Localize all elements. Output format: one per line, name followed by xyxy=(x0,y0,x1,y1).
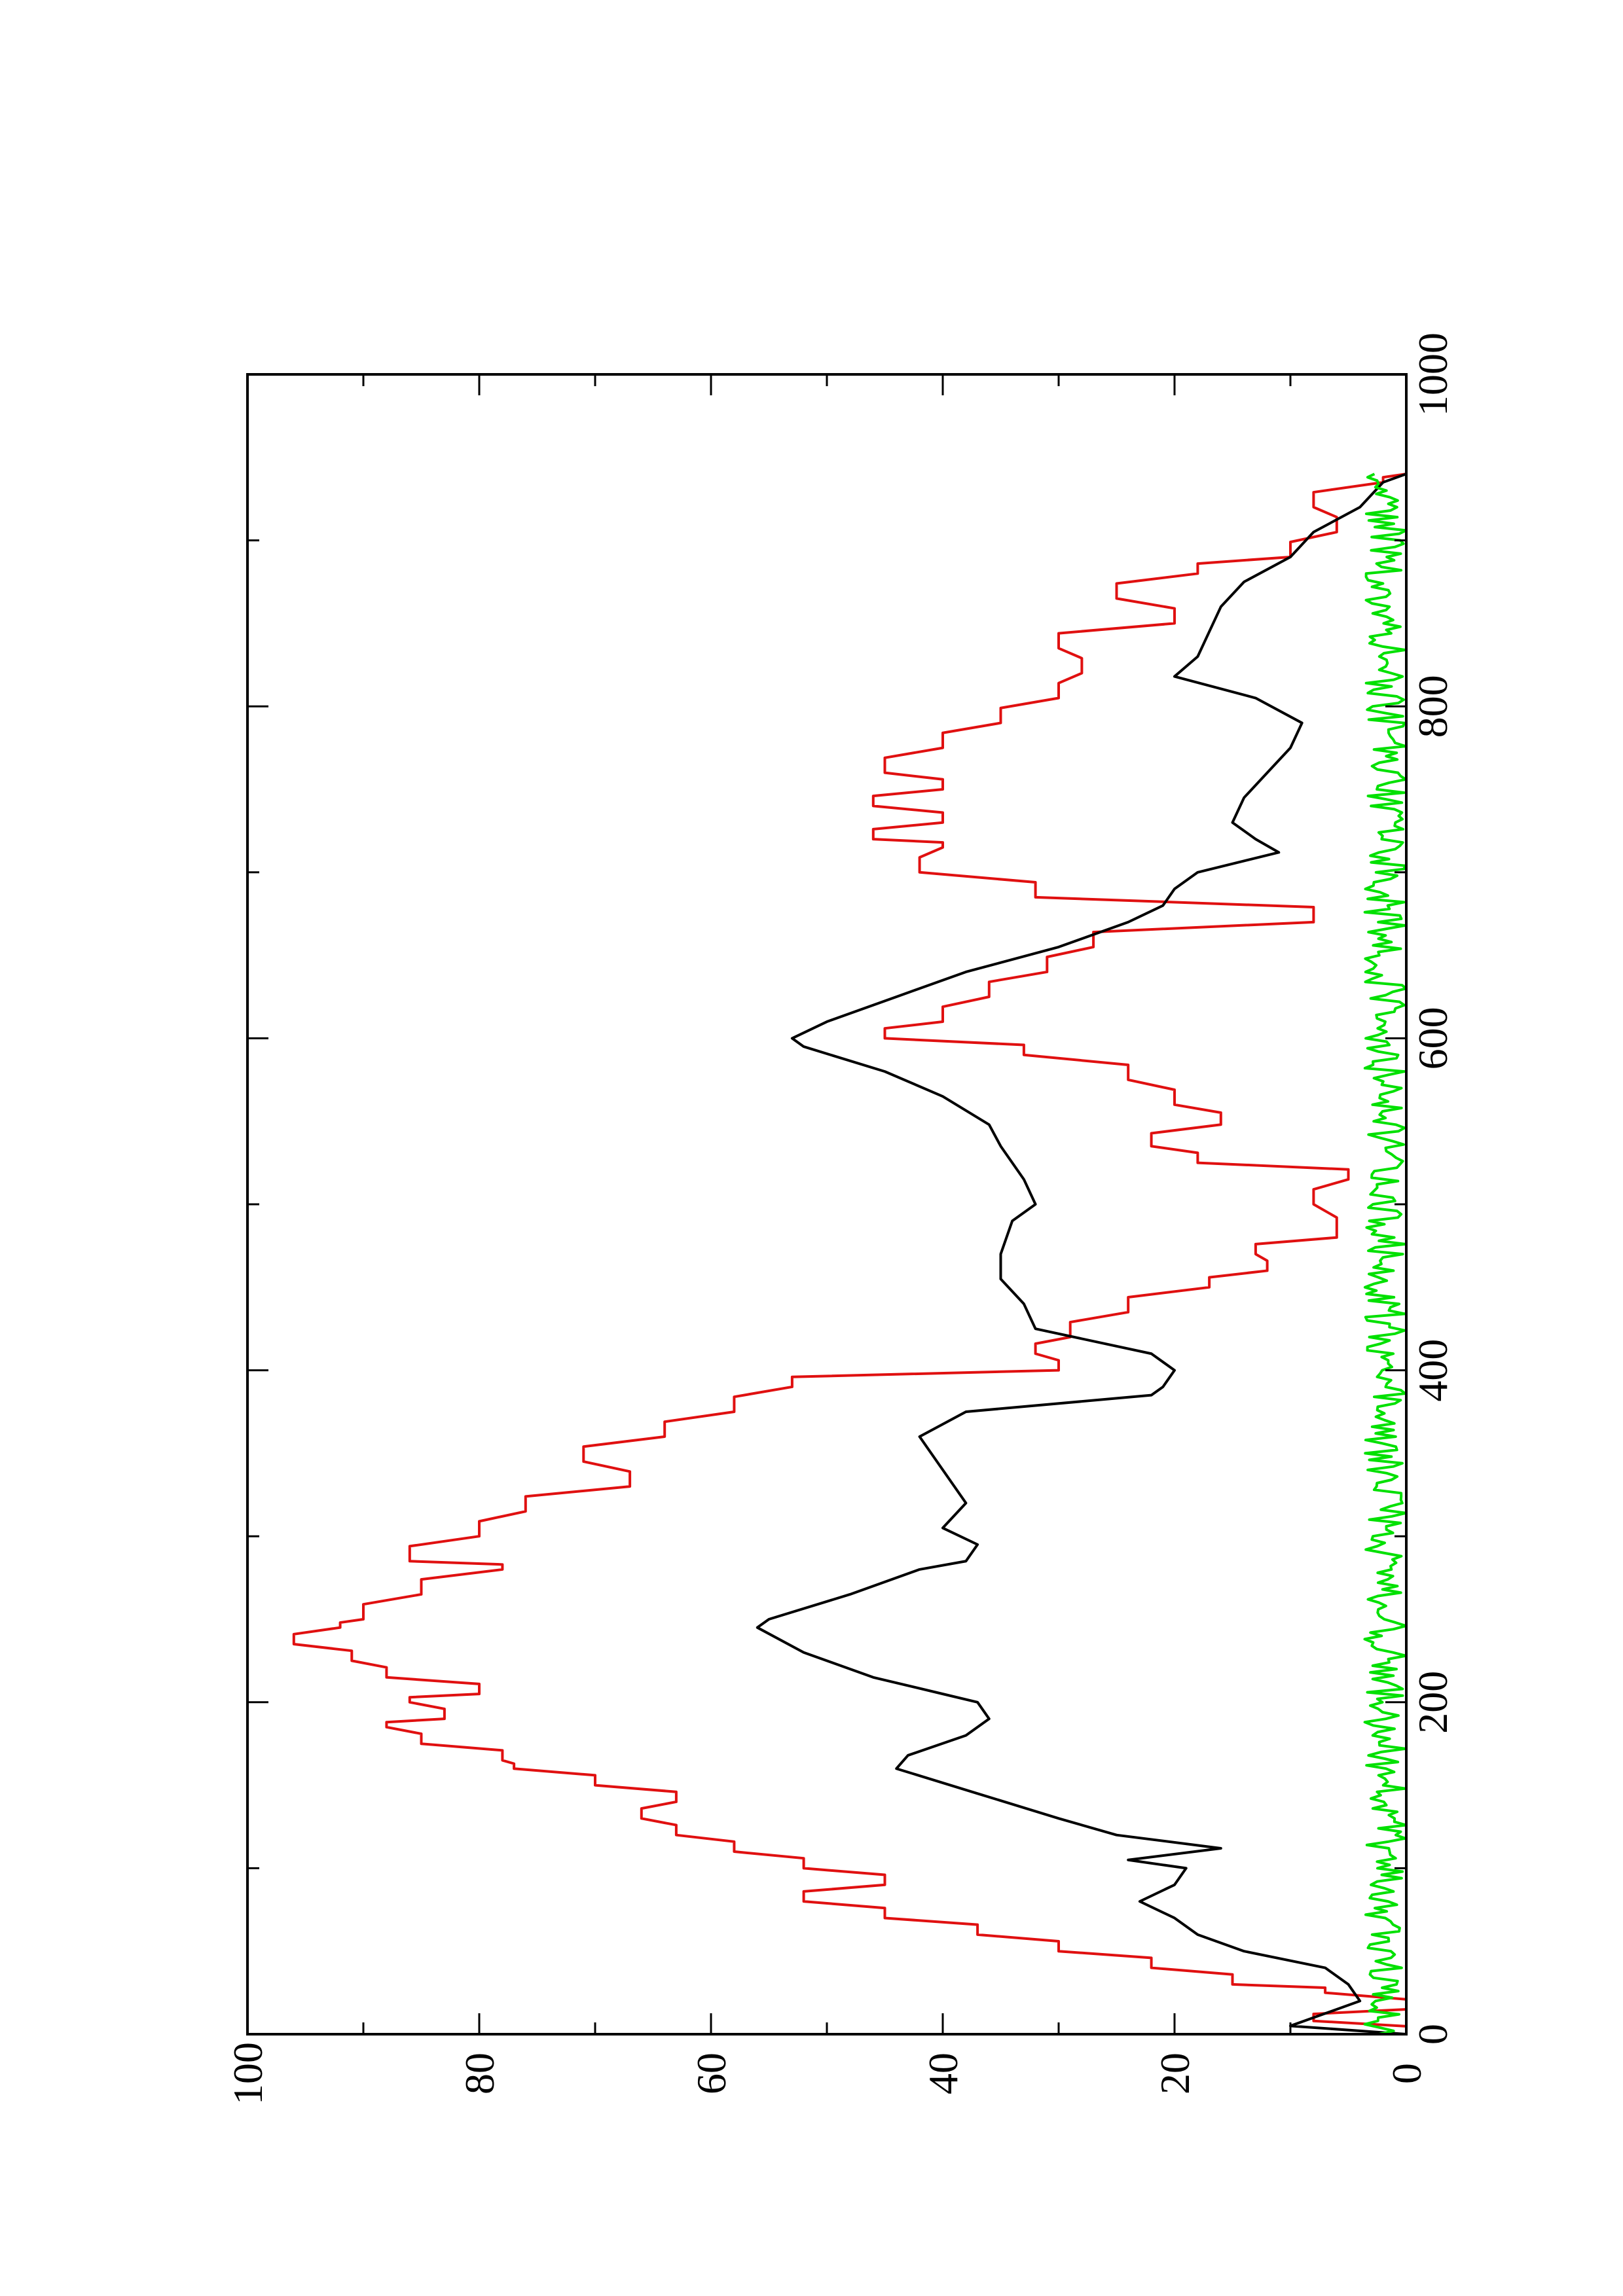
y-tick-label: 60 xyxy=(688,2053,735,2094)
plot-area xyxy=(292,473,1408,2036)
y-tick-label: 20 xyxy=(1152,2053,1198,2094)
series-line-red xyxy=(292,473,1408,2034)
y-tick-label: 100 xyxy=(225,2042,271,2105)
x-tick-label: 1000 xyxy=(1410,332,1456,416)
series-line-black xyxy=(756,473,1407,2036)
x-tick-label: 600 xyxy=(1410,1007,1456,1069)
x-tick-label: 800 xyxy=(1410,675,1456,738)
axis-tick-labels: 0 200 400 600 800 1000 0 20 40 60 80 100 xyxy=(225,332,1456,2105)
y-tick-label: 80 xyxy=(456,2053,503,2094)
y-tick-label: 40 xyxy=(920,2053,966,2094)
x-tick-label: 0 xyxy=(1410,2024,1456,2045)
x-tick-label: 200 xyxy=(1410,1671,1456,1734)
x-tick-label: 400 xyxy=(1410,1339,1456,1402)
series-line-green xyxy=(1363,473,1408,2036)
plot-frame xyxy=(246,373,1408,2036)
y-tick-label: 0 xyxy=(1383,2063,1430,2084)
axis-ticks xyxy=(246,373,1408,2036)
